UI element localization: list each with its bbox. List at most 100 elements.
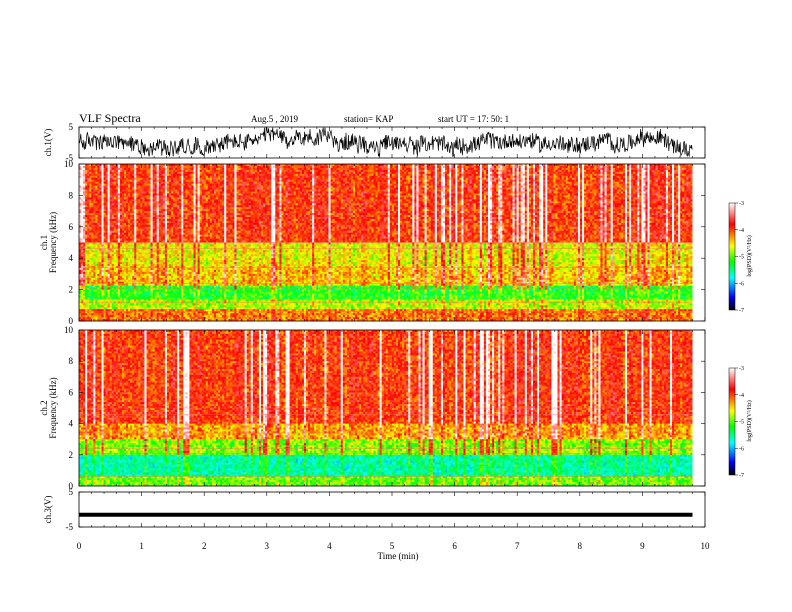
- ch1-spec-cell: [590, 168, 592, 170]
- ch1-spec-cell: [320, 170, 322, 172]
- ch1-spec-cell: [349, 168, 351, 170]
- ch1-spec-cell: [392, 168, 394, 170]
- ch1-spec-cell: [506, 170, 508, 172]
- ch1-spec-cell: [517, 170, 519, 172]
- ch1-spec-cell: [482, 166, 484, 168]
- ch1-spec-cell: [232, 166, 234, 168]
- ch1-spec-cell: [541, 168, 543, 170]
- ch1-spec-cell: [590, 166, 592, 168]
- ch1-spec-cell: [365, 168, 367, 170]
- ch1-spec-cell: [410, 168, 412, 170]
- ch1-spec-cell: [136, 168, 138, 170]
- ch1-spec-cell: [408, 168, 410, 170]
- ch1-spec-cell: [492, 166, 494, 168]
- ch1-spec-cell: [357, 170, 359, 172]
- ch1-spec-cell: [151, 166, 153, 168]
- ch1-spec-cell: [594, 168, 596, 170]
- ch1-spec-cell: [261, 168, 263, 170]
- ch1-spec-cell: [672, 166, 674, 168]
- ch1-spec-cell: [639, 168, 641, 170]
- ch1-spec-cell: [234, 168, 236, 170]
- ch1-spec-cell: [623, 168, 625, 170]
- vlf-spectra-figure: VLF Spectra Aug.5 , 2019 station= KAP st…: [0, 0, 792, 612]
- ch1-spec-cell: [373, 170, 375, 172]
- ch1-spec-cell: [580, 166, 582, 168]
- ch1-spec-cell: [672, 168, 674, 170]
- ch1-spec-cell: [431, 170, 433, 172]
- ch1-spec-cell: [455, 170, 457, 172]
- ch1-spec-cell: [267, 168, 269, 170]
- ch1-spec-cell: [686, 168, 688, 170]
- ch1-spec-cell: [386, 166, 388, 168]
- ch1-spec-cell: [322, 170, 324, 172]
- ch1-spec-cell: [101, 166, 103, 168]
- ch1-spec-cell: [453, 168, 455, 170]
- ch1-spec-cell: [412, 168, 414, 170]
- ch1-spec-cell: [650, 166, 652, 168]
- ch1-spec-cell: [212, 168, 214, 170]
- ch1-spec-cell: [234, 166, 236, 168]
- ch1-spec-cell: [306, 170, 308, 172]
- ch1-spec-cell: [355, 166, 357, 168]
- ch1-spec-cell: [517, 168, 519, 170]
- ch1-spec-cell: [494, 168, 496, 170]
- ch1-spec-cell: [87, 166, 89, 168]
- ch1-spec-cell: [455, 166, 457, 168]
- ch1-spec-cell: [549, 166, 551, 168]
- ch1-spec-cell: [204, 168, 206, 170]
- ch1-spec-cell: [194, 170, 196, 172]
- ch1-spec-cell: [568, 168, 570, 170]
- ch1-spec-cell: [173, 170, 175, 172]
- ch1-spec-cell: [504, 170, 506, 172]
- ch1-spec-cell: [578, 168, 580, 170]
- ch1-spec-cell: [357, 168, 359, 170]
- ch1-spec-cell: [312, 168, 314, 170]
- ch1-spec-cell: [678, 166, 680, 168]
- ch1-spec-cell: [108, 170, 110, 172]
- ch1-spec-cell: [306, 166, 308, 168]
- ch1-spec-cell: [670, 168, 672, 170]
- ch1-spec-cell: [457, 168, 459, 170]
- ch1-spec-cell: [122, 168, 124, 170]
- ch1-spec-cell: [83, 166, 85, 168]
- ch1-spec-cell: [373, 166, 375, 168]
- ch1-spec-cell: [271, 166, 273, 168]
- ch1-spec-cell: [138, 168, 140, 170]
- ch1-spec-cell: [104, 170, 106, 172]
- ch1-spec-cell: [478, 170, 480, 172]
- ch1-spec-cell: [185, 168, 187, 170]
- ch1-spec-cell: [163, 166, 165, 168]
- ch1-spec-cell: [439, 170, 441, 172]
- ch1-spec-cell: [474, 170, 476, 172]
- ch1-spec-cell: [347, 168, 349, 170]
- ch1-spec-cell: [259, 170, 261, 172]
- ch1-spec-cell: [153, 170, 155, 172]
- ch1-spec-cell: [343, 168, 345, 170]
- ch1-spec-cell: [155, 168, 157, 170]
- ch1-spec-cell: [200, 168, 202, 170]
- ch1-spec-cell: [316, 166, 318, 168]
- ch1-spec-cell: [504, 168, 506, 170]
- ch1-spec-cell: [494, 170, 496, 172]
- ch1-spec-cell: [191, 170, 193, 172]
- ch1-spec-cell: [359, 168, 361, 170]
- ch1-spec-cell: [304, 166, 306, 168]
- ch1-spec-cell: [202, 168, 204, 170]
- ch1-spec-cell: [425, 168, 427, 170]
- ch1-spec-cell: [474, 166, 476, 168]
- ch1-spec-cell: [236, 168, 238, 170]
- ch1-spec-cell: [680, 168, 682, 170]
- ch1-spec-cell: [108, 166, 110, 168]
- ch1-spec-cell: [482, 170, 484, 172]
- ch1-spec-cell: [564, 168, 566, 170]
- ch1-spec-cell: [443, 168, 445, 170]
- ch1-spec-cell: [230, 170, 232, 172]
- ch1-spec-cell: [196, 170, 198, 172]
- ch1-spec-cell: [376, 170, 378, 172]
- ch1-spec-cell: [173, 168, 175, 170]
- ch1-spec-cell: [680, 166, 682, 168]
- ch1-spec-cell: [408, 170, 410, 172]
- ch1-spec-cell: [423, 168, 425, 170]
- ch1-spec-cell: [339, 166, 341, 168]
- ch1-spec-cell: [265, 168, 267, 170]
